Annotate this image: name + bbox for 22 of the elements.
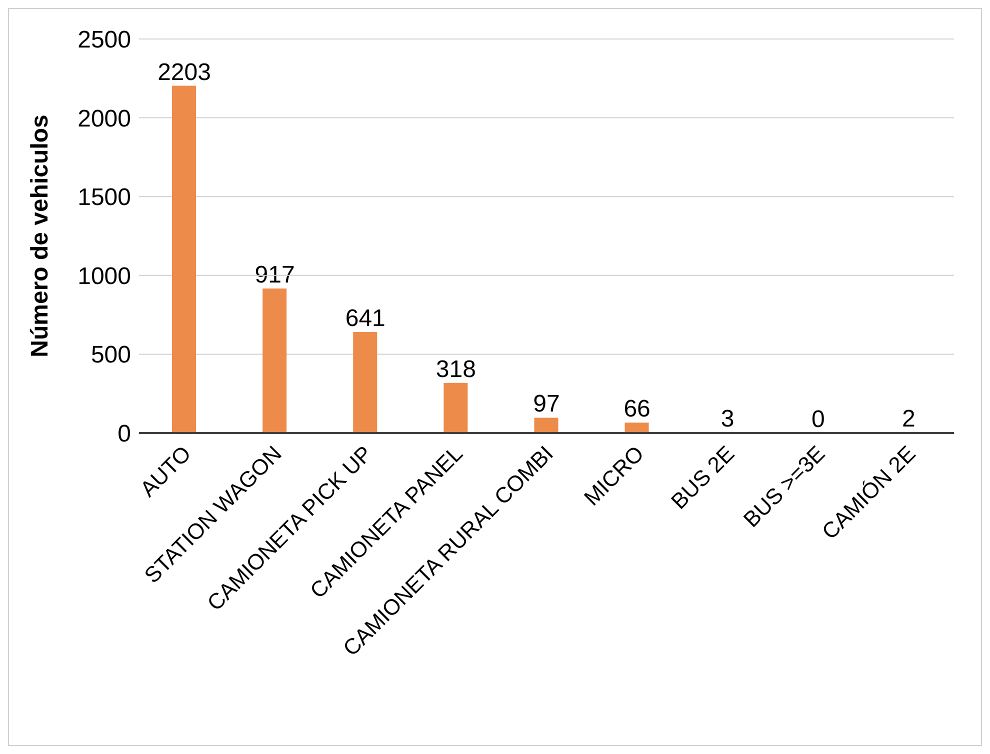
bar [172,86,196,433]
data-label: 2 [902,406,916,433]
y-tick-label: 0 [118,420,131,448]
data-label: 2203 [158,58,211,86]
y-axis-title: Número de vehiculos [26,114,54,358]
data-label: 318 [436,356,476,383]
y-tick-label: 2500 [78,26,131,54]
bar [444,382,468,433]
y-tick-label: 2000 [78,105,131,132]
data-label: 3 [720,406,734,433]
bar [353,332,378,433]
data-label: 917 [254,261,295,288]
bar [624,422,649,433]
data-label: 97 [533,390,560,418]
data-label: 0 [811,406,825,433]
data-label: 66 [624,396,650,423]
y-tick-label: 500 [90,342,131,369]
y-tick-label: 1500 [78,184,131,212]
bar [262,288,287,433]
bar [534,418,558,433]
data-label: 641 [345,304,386,332]
y-tick-label: 1000 [78,262,131,290]
